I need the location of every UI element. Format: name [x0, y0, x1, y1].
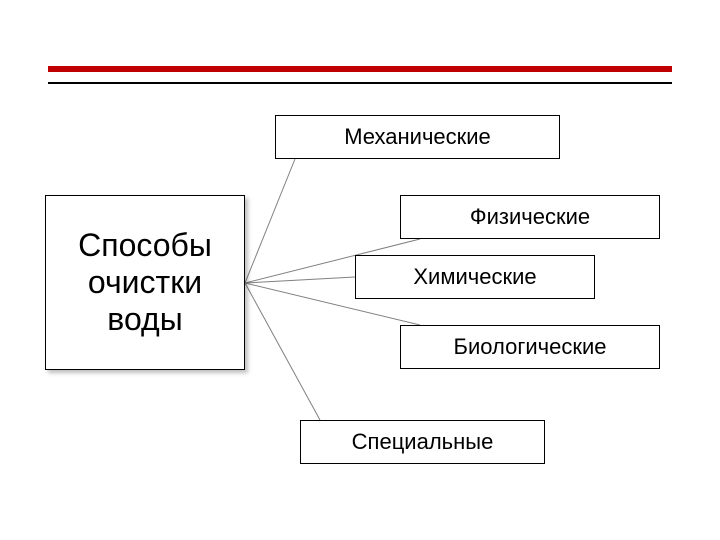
node-chem: Химические [355, 255, 595, 299]
node-phys-label: Физические [470, 204, 590, 229]
node-root-label: Способыочисткиводы [78, 227, 212, 337]
diagram-canvas: Способыочисткиводы Механические Физическ… [0, 0, 720, 540]
divider-black [48, 82, 672, 84]
node-root: Способыочисткиводы [45, 195, 245, 370]
divider-red [48, 66, 672, 72]
node-mech: Механические [275, 115, 560, 159]
node-bio: Биологические [400, 325, 660, 369]
node-phys: Физические [400, 195, 660, 239]
node-chem-label: Химические [413, 264, 536, 289]
node-spec-label: Специальные [352, 429, 494, 454]
node-mech-label: Механические [344, 124, 491, 149]
node-bio-label: Биологические [454, 334, 607, 359]
node-spec: Специальные [300, 420, 545, 464]
